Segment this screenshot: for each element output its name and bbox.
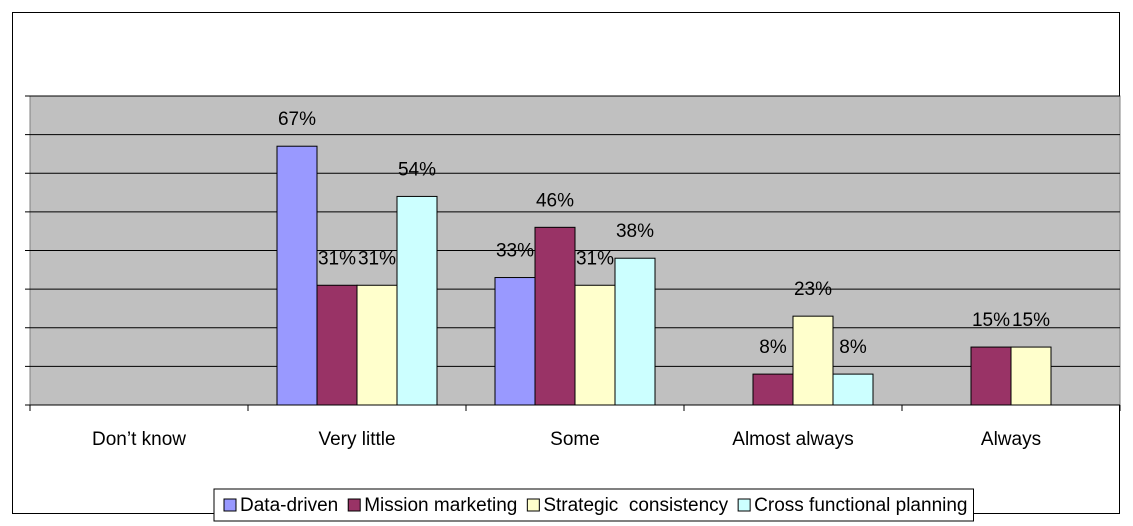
bar: [614, 257, 656, 406]
bar: [832, 373, 874, 406]
data-label: 46%: [536, 190, 574, 211]
legend-swatch: [347, 498, 361, 512]
legend-label: Data-driven: [240, 495, 338, 516]
bar: [276, 145, 318, 406]
data-label: 8%: [839, 337, 867, 358]
data-label: 15%: [972, 310, 1010, 331]
x-tick-label: Almost always: [732, 429, 853, 450]
data-label: 15%: [1012, 310, 1050, 331]
bar: [316, 284, 358, 406]
data-label: 31%: [358, 248, 396, 269]
bar: [1010, 346, 1052, 406]
data-label: 31%: [576, 248, 614, 269]
x-tick-label: Always: [981, 429, 1041, 450]
data-label: 23%: [794, 279, 832, 300]
legend-swatch: [526, 498, 540, 512]
x-tick-label: Some: [550, 429, 600, 450]
data-label: 8%: [759, 337, 787, 358]
legend-label: Strategic consistency: [543, 495, 728, 516]
data-label: 38%: [616, 221, 654, 242]
bar: [970, 346, 1012, 406]
legend-label: Mission marketing: [364, 495, 517, 516]
data-label: 33%: [496, 241, 534, 262]
data-label: 54%: [398, 159, 436, 180]
data-label: 67%: [278, 109, 316, 130]
legend: [213, 488, 974, 522]
data-label: 31%: [318, 248, 356, 269]
x-tick-label: Don’t know: [92, 429, 186, 450]
bar: [574, 284, 616, 406]
bar: [792, 315, 834, 406]
bar: [752, 373, 794, 406]
bar: [534, 226, 576, 406]
bar: [396, 195, 438, 406]
bar: [356, 284, 398, 406]
bar: [494, 277, 536, 406]
legend-swatch: [737, 498, 751, 512]
legend-swatch: [223, 498, 237, 512]
x-tick-label: Very little: [318, 429, 395, 450]
legend-label: Cross functional planning: [754, 495, 967, 516]
